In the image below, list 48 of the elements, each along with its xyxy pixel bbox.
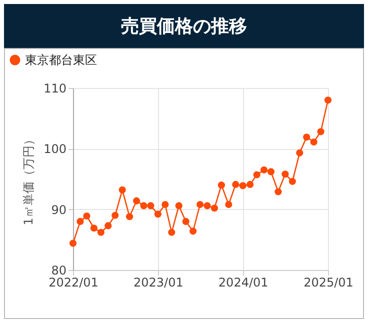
- point: [126, 213, 134, 220]
- point: [267, 168, 275, 176]
- y-tick-label: 80: [51, 264, 66, 278]
- y-tick-label: 100: [44, 142, 66, 156]
- x-tick-label: 2023/01: [133, 276, 184, 290]
- point: [310, 138, 318, 146]
- point: [168, 228, 176, 236]
- point: [282, 170, 289, 178]
- point: [296, 149, 304, 156]
- point: [253, 171, 260, 178]
- point: [288, 178, 296, 185]
- point: [97, 228, 104, 236]
- point: [274, 188, 282, 196]
- point: [232, 180, 240, 188]
- y-tick-label: 90: [51, 202, 66, 217]
- point: [112, 212, 119, 219]
- point: [182, 218, 190, 225]
- point: [225, 200, 232, 208]
- point: [204, 202, 211, 210]
- point: [154, 210, 162, 218]
- point: [317, 128, 324, 136]
- point: [76, 218, 84, 225]
- point: [147, 202, 154, 210]
- y-axis-title: 1㎡単価（万円）: [22, 134, 36, 226]
- point: [246, 180, 254, 188]
- y-tick-label: 110: [44, 82, 66, 96]
- chart-title: 売買価格の推移: [4, 4, 364, 48]
- point: [90, 224, 98, 232]
- point: [162, 200, 169, 208]
- point: [303, 134, 310, 141]
- x-tick-label: 2025/01: [304, 276, 354, 290]
- x-tick-label: 2022/01: [48, 276, 98, 290]
- x-tick-label: 2024/01: [218, 276, 268, 290]
- point: [118, 186, 126, 194]
- point: [132, 197, 140, 204]
- point: [104, 222, 112, 230]
- point: [69, 240, 77, 247]
- point: [210, 204, 218, 212]
- point: [83, 212, 90, 220]
- point: [324, 96, 332, 104]
- point: [239, 182, 246, 190]
- legend-label: 東京都台東区: [25, 53, 97, 67]
- point: [260, 166, 268, 174]
- point: [190, 228, 197, 235]
- point: [140, 202, 148, 210]
- point: [196, 200, 204, 208]
- point: [218, 182, 225, 189]
- point: [175, 202, 182, 210]
